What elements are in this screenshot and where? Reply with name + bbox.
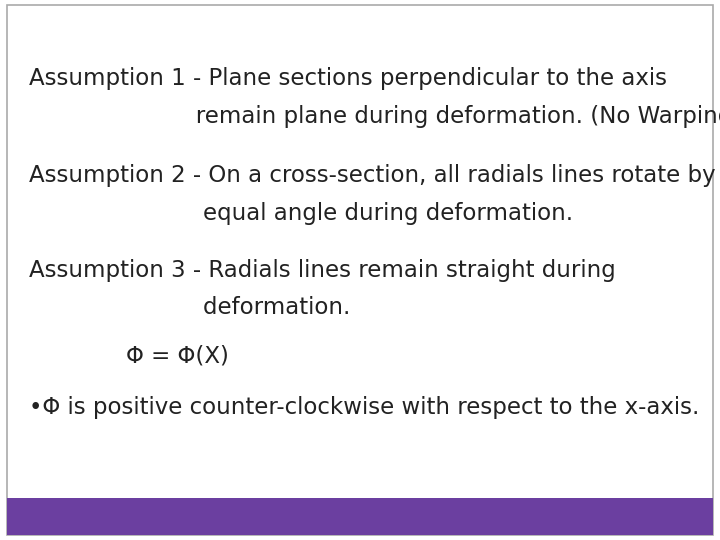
Text: deformation.: deformation.	[29, 296, 350, 319]
Text: •Φ is positive counter-clockwise with respect to the x-axis.: •Φ is positive counter-clockwise with re…	[29, 396, 699, 419]
Text: Assumption 2 - On a cross-section, all radials lines rotate by: Assumption 2 - On a cross-section, all r…	[29, 164, 716, 187]
Bar	[7, 498, 713, 535]
Text: Assumption 3 - Radials lines remain straight during: Assumption 3 - Radials lines remain stra…	[29, 259, 616, 281]
Text: Φ = Φ(X): Φ = Φ(X)	[126, 345, 229, 368]
Text: remain plane during deformation. (No Warping): remain plane during deformation. (No War…	[29, 105, 720, 127]
Text: Assumption 1 - Plane sections perpendicular to the axis: Assumption 1 - Plane sections perpendicu…	[29, 67, 667, 90]
FancyBboxPatch shape	[7, 5, 713, 535]
Text: equal angle during deformation.: equal angle during deformation.	[29, 202, 573, 225]
